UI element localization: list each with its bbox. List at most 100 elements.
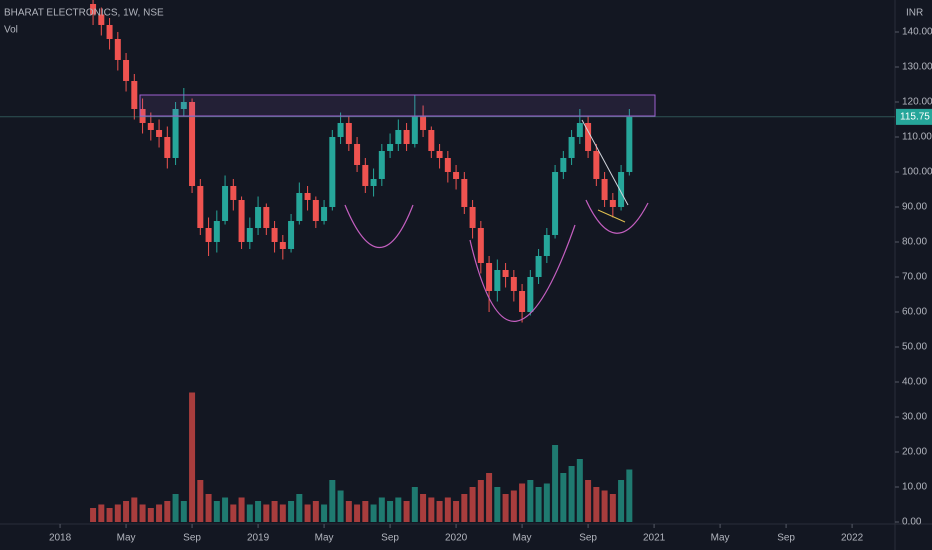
volume-label: Vol (4, 25, 18, 36)
x-tick-label: 2018 (49, 533, 72, 544)
candle-body (180, 101, 187, 109)
x-tick-label: Sep (777, 533, 795, 544)
y-tick-label: 120.00 (902, 97, 932, 108)
volume-bar (601, 490, 608, 522)
candle-body (403, 129, 410, 144)
candle-body (205, 227, 212, 242)
volume-bar (230, 504, 237, 522)
candle-body (197, 185, 204, 228)
volume-bar (593, 486, 600, 522)
volume-bar (436, 500, 443, 522)
candle-body (576, 122, 583, 137)
x-tick-label: 2020 (445, 533, 468, 544)
volume-bar (90, 507, 97, 522)
volume-bar (271, 500, 278, 522)
volume-bar (609, 493, 616, 522)
candle-body (255, 206, 262, 228)
candle-body (189, 101, 196, 186)
candle-body (535, 255, 542, 277)
candle-body (609, 199, 616, 207)
candle-body (362, 164, 369, 186)
candle-body (114, 38, 121, 60)
cup-left (344, 204, 414, 248)
x-tick-label: Sep (183, 533, 201, 544)
volume-bar (98, 504, 105, 522)
trend-line (581, 119, 629, 206)
last-price-box (896, 108, 932, 125)
candle-body (329, 136, 336, 207)
candle-body (131, 80, 138, 109)
volume-bar (552, 444, 559, 522)
volume-bar (618, 479, 625, 522)
volume-bar (213, 500, 220, 522)
candle-body (568, 136, 575, 158)
x-tick-label: 2022 (841, 533, 864, 544)
y-tick-label: 140.00 (902, 27, 932, 38)
candle-body (378, 150, 385, 179)
x-tick-label: 2019 (247, 533, 270, 544)
y-tick-label: 130.00 (902, 62, 932, 73)
volume-bar (222, 497, 229, 522)
y-tick-label: 100.00 (902, 167, 932, 178)
candle-body (601, 178, 608, 200)
currency-label: INR (906, 8, 923, 19)
candle-body (494, 269, 501, 291)
chart-title: BHARAT ELECTRONICS, 1W, NSE (4, 8, 164, 19)
volume-bar (180, 500, 187, 522)
candle-body (502, 269, 509, 277)
volume-bar (469, 486, 476, 522)
candle-body (312, 199, 319, 221)
candle-body (436, 150, 443, 158)
candle-body (395, 129, 402, 144)
candle-body (296, 192, 303, 221)
volume-bar (502, 493, 509, 522)
volume-bar (354, 504, 361, 522)
y-tick-label: 50.00 (902, 342, 927, 353)
candle-body (626, 116, 633, 172)
volume-bar (519, 483, 526, 522)
volume-bar (494, 486, 501, 522)
candle-body (106, 24, 113, 39)
y-tick-label: 20.00 (902, 447, 927, 458)
resistance-zone (139, 94, 656, 117)
candle-body (123, 59, 130, 81)
volume-bar (510, 490, 517, 522)
candle-body (90, 3, 97, 15)
volume-bar (131, 497, 138, 522)
volume-bar (428, 497, 435, 522)
volume-bar (543, 483, 550, 522)
volume-bar (337, 490, 344, 522)
candle-body (560, 157, 567, 172)
volume-bar (123, 500, 130, 522)
volume-bar (527, 479, 534, 522)
y-tick-label: 30.00 (902, 412, 927, 423)
y-tick-label: 40.00 (902, 377, 927, 388)
candle-body (527, 276, 534, 312)
candle-body (345, 122, 352, 144)
candle-body (263, 206, 270, 228)
trend-line (597, 209, 626, 223)
volume-bar (370, 504, 377, 522)
volume-bar (461, 493, 468, 522)
volume-bar (378, 497, 385, 522)
volume-bar (329, 479, 336, 522)
candle-body (279, 241, 286, 249)
volume-bar (560, 472, 567, 522)
volume-bar (172, 493, 179, 522)
volume-bar (411, 486, 418, 522)
volume-bar (156, 504, 163, 522)
volume-bar (147, 507, 154, 522)
candle-body (172, 108, 179, 158)
candle-body (230, 185, 237, 200)
volume-bar (288, 500, 295, 522)
candle-body (370, 178, 377, 186)
volume-bar (453, 500, 460, 522)
x-tick-label: Sep (381, 533, 399, 544)
volume-bar (420, 493, 427, 522)
volume-bar (263, 504, 270, 522)
volume-bar (197, 479, 204, 522)
volume-bar (255, 500, 262, 522)
candle-body (164, 136, 171, 158)
volume-bar (535, 486, 542, 522)
